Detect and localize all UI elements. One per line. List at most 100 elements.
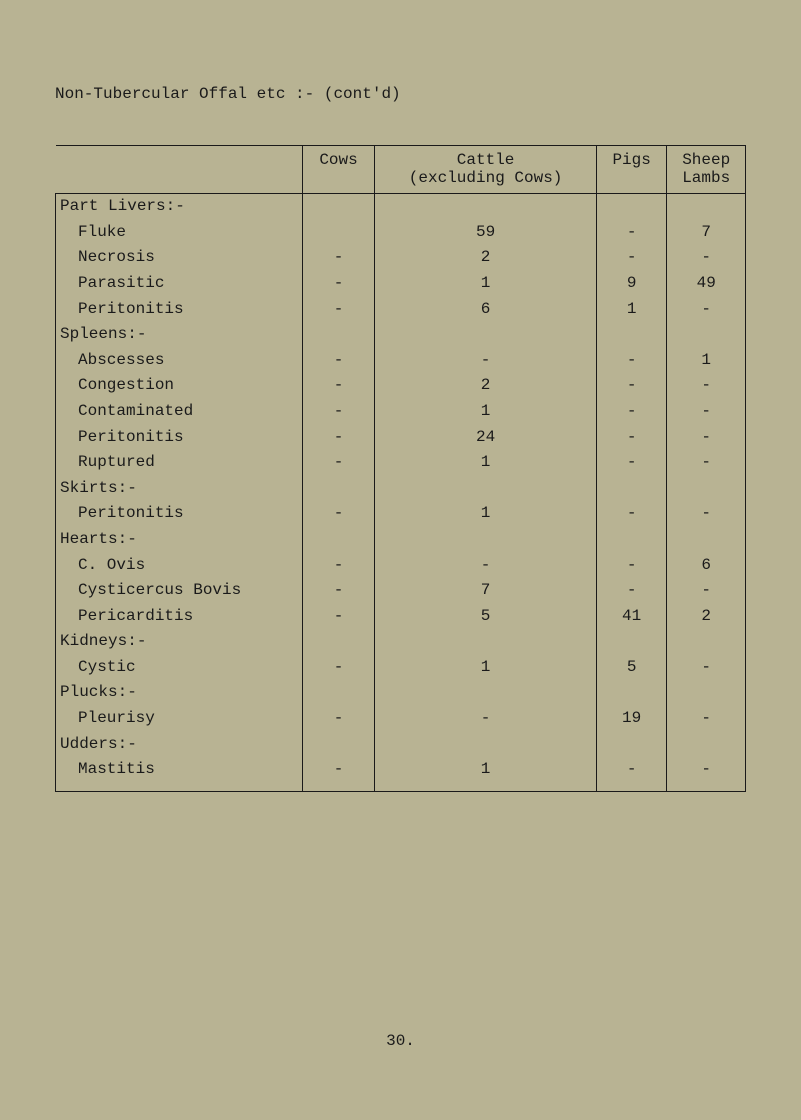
- section-label: Hearts:-: [56, 527, 303, 553]
- cell-cattle: 1: [375, 757, 597, 791]
- table-row: Cystic-15-: [56, 655, 746, 681]
- cell-cows: -: [302, 501, 375, 527]
- table-row: Abscesses---1: [56, 348, 746, 374]
- row-label-text: Necrosis: [60, 248, 155, 266]
- table-row: Pleurisy--19-: [56, 706, 746, 732]
- row-label-text: Fluke: [60, 223, 126, 241]
- table-row: Pericarditis-5412: [56, 604, 746, 630]
- section-label: Udders:-: [56, 732, 303, 758]
- cell-pigs: [596, 194, 667, 220]
- cell-sheep: -: [667, 450, 746, 476]
- header-blank: [56, 146, 303, 194]
- cell-cattle: 59: [375, 220, 597, 246]
- cell-sheep: -: [667, 373, 746, 399]
- cell-sheep: [667, 732, 746, 758]
- cell-pigs: [596, 476, 667, 502]
- row-label-text: C. Ovis: [60, 556, 145, 574]
- table-section-row: Part Livers:-: [56, 194, 746, 220]
- cell-sheep: [667, 680, 746, 706]
- table-section-row: Udders:-: [56, 732, 746, 758]
- row-label-text: Cystic: [60, 658, 136, 676]
- row-label-text: Congestion: [60, 376, 174, 394]
- cell-cattle: 1: [375, 501, 597, 527]
- cell-cows: [302, 220, 375, 246]
- cell-cows: -: [302, 604, 375, 630]
- cell-pigs: -: [596, 373, 667, 399]
- cell-pigs: [596, 527, 667, 553]
- section-label: Spleens:-: [56, 322, 303, 348]
- row-label: Pleurisy: [56, 706, 303, 732]
- section-label: Kidneys:-: [56, 629, 303, 655]
- row-label: Pericarditis: [56, 604, 303, 630]
- table-row: Cysticercus Bovis-7--: [56, 578, 746, 604]
- cell-cows: -: [302, 757, 375, 791]
- cell-pigs: [596, 680, 667, 706]
- header-pigs: Pigs: [596, 146, 667, 194]
- cell-cows: [302, 194, 375, 220]
- offal-table-wrap: Cows Cattle (excluding Cows) Pigs Sheep …: [55, 145, 746, 792]
- cell-cattle: -: [375, 706, 597, 732]
- cell-pigs: -: [596, 245, 667, 271]
- row-label: Necrosis: [56, 245, 303, 271]
- section-label: Skirts:-: [56, 476, 303, 502]
- cell-pigs: -: [596, 399, 667, 425]
- table-row: Mastitis-1--: [56, 757, 746, 791]
- table-section-row: Skirts:-: [56, 476, 746, 502]
- header-cattle: Cattle (excluding Cows): [375, 146, 597, 194]
- row-label-text: Cysticercus Bovis: [60, 581, 241, 599]
- header-cows: Cows: [302, 146, 375, 194]
- row-label: Cystic: [56, 655, 303, 681]
- cell-pigs: [596, 629, 667, 655]
- cell-cattle: 1: [375, 271, 597, 297]
- cell-cattle: 24: [375, 425, 597, 451]
- cell-sheep: 49: [667, 271, 746, 297]
- cell-pigs: -: [596, 348, 667, 374]
- cell-sheep: -: [667, 757, 746, 791]
- cell-sheep: 7: [667, 220, 746, 246]
- cell-sheep: [667, 322, 746, 348]
- table-row: Parasitic-1949: [56, 271, 746, 297]
- table-row: C. Ovis---6: [56, 553, 746, 579]
- cell-cattle: [375, 680, 597, 706]
- table-section-row: Spleens:-: [56, 322, 746, 348]
- cell-cows: -: [302, 245, 375, 271]
- row-label-text: Peritonitis: [60, 504, 184, 522]
- document-page: Non-Tubercular Offal etc :- (cont'd) Cow…: [0, 0, 801, 1120]
- cell-pigs: -: [596, 501, 667, 527]
- table-row: Fluke 59-7: [56, 220, 746, 246]
- table-row: Ruptured-1--: [56, 450, 746, 476]
- cell-cows: [302, 629, 375, 655]
- cell-cows: [302, 476, 375, 502]
- cell-sheep: -: [667, 578, 746, 604]
- offal-table: Cows Cattle (excluding Cows) Pigs Sheep …: [55, 145, 746, 792]
- cell-cattle: 1: [375, 655, 597, 681]
- cell-sheep: 2: [667, 604, 746, 630]
- cell-sheep: -: [667, 297, 746, 323]
- cell-cattle: 1: [375, 450, 597, 476]
- header-sheep-line2: Lambs: [682, 169, 730, 187]
- cell-cattle: 2: [375, 245, 597, 271]
- cell-sheep: -: [667, 706, 746, 732]
- row-label-text: Contaminated: [60, 402, 193, 420]
- cell-pigs: -: [596, 757, 667, 791]
- cell-cows: -: [302, 706, 375, 732]
- cell-pigs: -: [596, 220, 667, 246]
- cell-cows: -: [302, 425, 375, 451]
- row-label: Parasitic: [56, 271, 303, 297]
- row-label: Peritonitis: [56, 425, 303, 451]
- cell-sheep: -: [667, 425, 746, 451]
- cell-cows: -: [302, 578, 375, 604]
- cell-cows: -: [302, 348, 375, 374]
- cell-cattle: [375, 322, 597, 348]
- cell-pigs: 5: [596, 655, 667, 681]
- cell-cattle: [375, 732, 597, 758]
- table-row: Contaminated-1--: [56, 399, 746, 425]
- cell-sheep: 6: [667, 553, 746, 579]
- row-label: Peritonitis: [56, 501, 303, 527]
- table-body: Part Livers:-Fluke59-7Necrosis-2--Parasi…: [56, 194, 746, 792]
- table-header-row: Cows Cattle (excluding Cows) Pigs Sheep …: [56, 146, 746, 194]
- cell-cattle: -: [375, 553, 597, 579]
- cell-cattle: [375, 527, 597, 553]
- cell-pigs: -: [596, 425, 667, 451]
- table-section-row: Plucks:-: [56, 680, 746, 706]
